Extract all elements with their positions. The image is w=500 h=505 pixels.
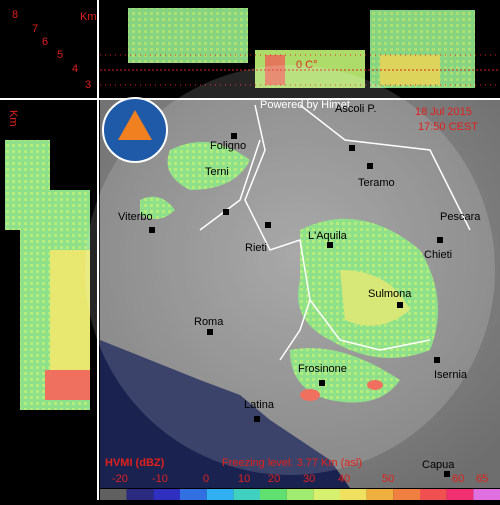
city-marker — [207, 329, 213, 335]
city-marker — [231, 133, 237, 139]
height-label: 8 — [12, 9, 18, 21]
height-label: 6 — [42, 36, 48, 48]
city-marker — [444, 471, 450, 477]
map — [85, 65, 500, 488]
top-echoes — [128, 8, 475, 88]
city-label: Viterbo — [118, 211, 153, 223]
city-marker — [254, 416, 260, 422]
freezing-level: Freezing level: 3.77 Km (asl) — [222, 457, 362, 469]
legend-cell — [233, 489, 260, 500]
legend-tick: 10 — [238, 473, 250, 485]
legend-cell — [126, 489, 154, 500]
legend-tick: -20 — [112, 473, 128, 485]
city-marker — [327, 242, 333, 248]
city-label: L'Aquila — [308, 230, 348, 242]
date: 18 Jul 2015 — [415, 106, 472, 118]
city-label: Rieti — [245, 242, 267, 254]
city-label: Terni — [205, 166, 229, 178]
city-label: Foligno — [210, 140, 246, 152]
legend-cell — [366, 489, 394, 500]
legend-tick: 40 — [338, 473, 350, 485]
legend-cell — [340, 489, 367, 500]
legend-tick: -10 — [152, 473, 168, 485]
legend-cell — [180, 489, 207, 500]
height-label: 5 — [57, 49, 63, 61]
legend-cell — [100, 489, 127, 500]
city-label: Latina — [244, 399, 275, 411]
legend-title: HVMI (dBZ) — [105, 457, 165, 469]
city-label: Chieti — [424, 249, 452, 261]
city-label: Teramo — [358, 177, 395, 189]
legend-cell — [473, 489, 500, 500]
legend-tick: 60 — [452, 473, 464, 485]
city-marker — [223, 209, 229, 215]
credit: Powered by Himet — [260, 99, 350, 111]
city-label: Frosinone — [298, 363, 347, 375]
city-marker — [265, 222, 271, 228]
city-label: Ascoli P. — [335, 103, 376, 115]
legend-tick: 65 — [476, 473, 488, 485]
height-label: 3 — [85, 79, 91, 91]
city-marker — [319, 380, 325, 386]
legend-cell — [260, 489, 287, 500]
city-marker — [149, 227, 155, 233]
legend-tick: 50 — [382, 473, 394, 485]
city-label: Isernia — [434, 369, 468, 381]
legend-cell — [313, 489, 340, 500]
city-label: Pescara — [440, 211, 481, 223]
city-marker — [367, 163, 373, 169]
city-marker — [434, 357, 440, 363]
legend-tick: 30 — [303, 473, 315, 485]
height-label: 4 — [72, 63, 78, 75]
freezing-marker: 0 C° — [296, 59, 318, 71]
legend-cell — [206, 489, 234, 500]
legend-cell — [446, 489, 474, 500]
legend-tick: 20 — [268, 473, 280, 485]
legend-cell — [393, 489, 420, 500]
city-label: Sulmona — [368, 288, 412, 300]
city-marker — [397, 302, 403, 308]
city-label: Capua — [422, 459, 455, 471]
legend-cell — [420, 489, 447, 500]
time: 17:50 CEST — [418, 121, 478, 133]
legend-cell — [286, 489, 314, 500]
left-echoes — [5, 140, 90, 410]
unit-label: Km — [80, 11, 97, 23]
height-label: 7 — [32, 23, 38, 35]
city-label: Roma — [194, 316, 224, 328]
city-marker — [349, 145, 355, 151]
legend-cell — [153, 489, 180, 500]
legend-tick: 0 — [203, 473, 209, 485]
unit-label: Km — [7, 110, 19, 127]
legend-bar — [100, 489, 500, 500]
city-marker — [437, 237, 443, 243]
